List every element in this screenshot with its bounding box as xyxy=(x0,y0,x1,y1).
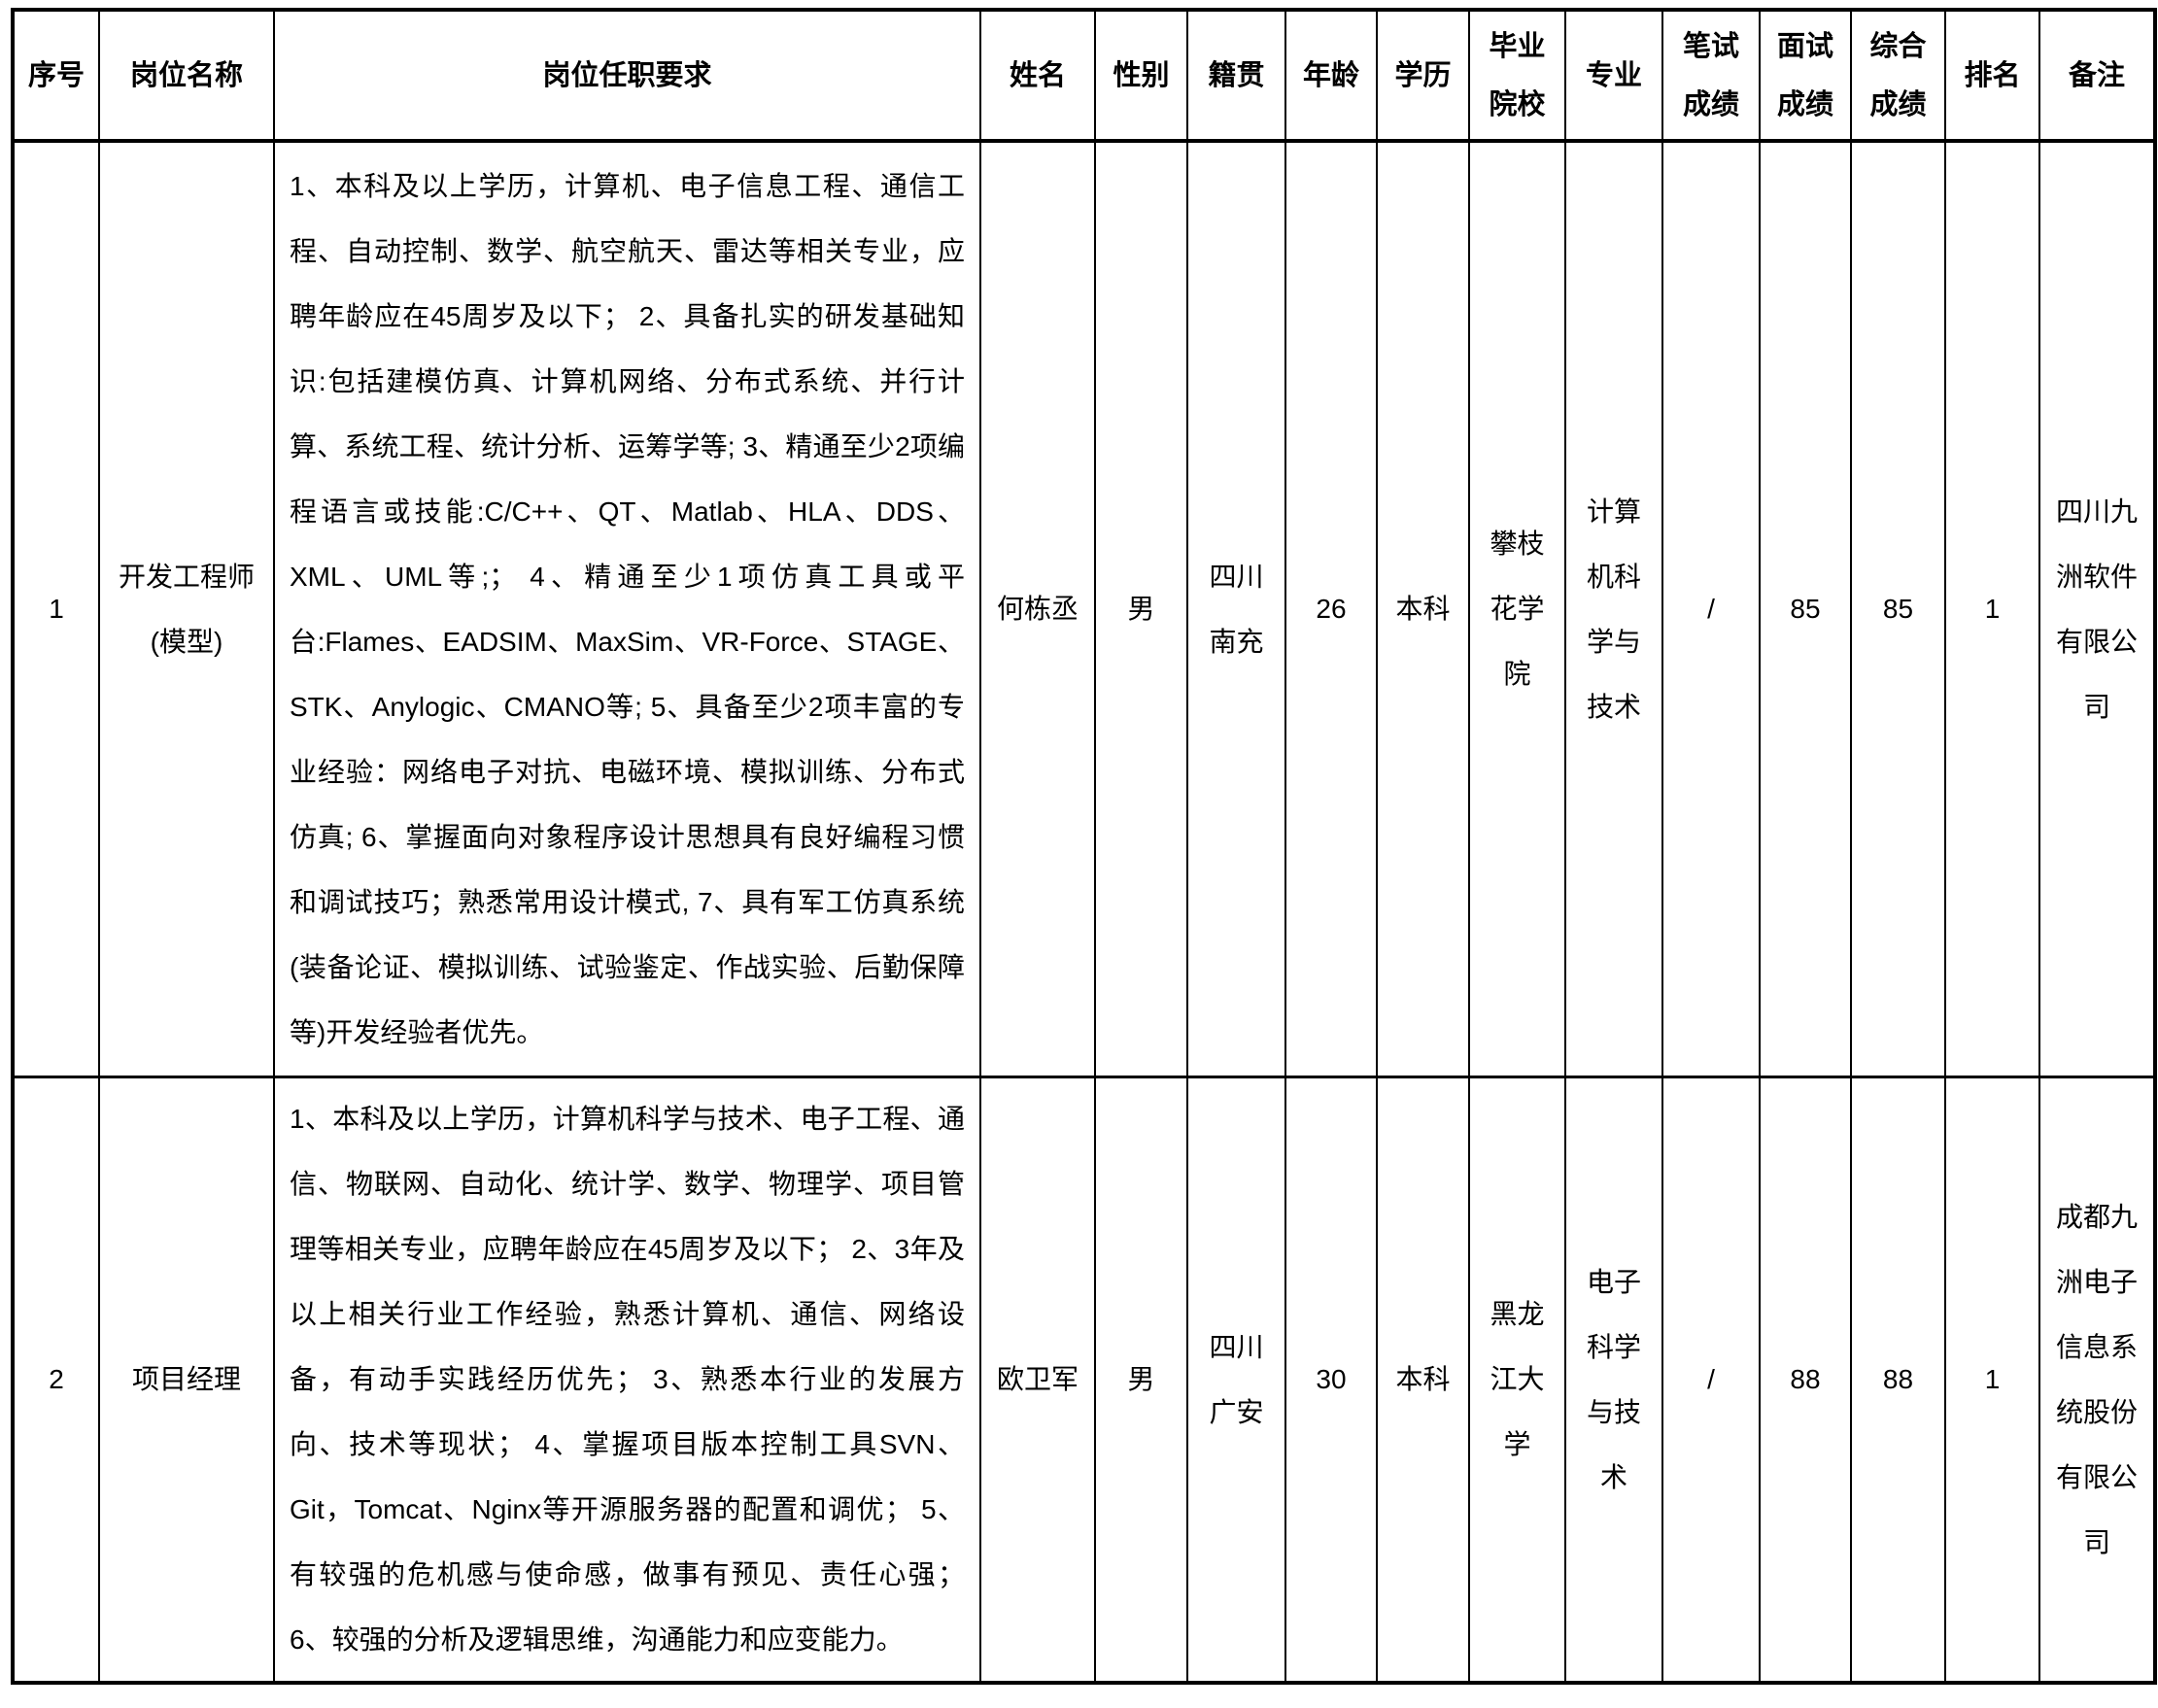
table-row-2: 2 项目经理 1、本科及以上学历，计算机科学与技术、电子工程、通信、物联网、自动… xyxy=(12,1076,2156,1684)
header-requirements: 岗位任职要求 xyxy=(273,9,981,143)
header-name: 姓名 xyxy=(979,9,1096,143)
cell-requirements: 1、本科及以上学历，计算机科学与技术、电子工程、通信、物联网、自动化、统计学、数… xyxy=(273,1076,981,1684)
cell-gender: 男 xyxy=(1094,140,1188,1078)
cell-overall-score: 88 xyxy=(1850,1076,1946,1684)
cell-interview-score: 88 xyxy=(1759,1076,1852,1684)
cell-school: 黑龙 江大 学 xyxy=(1468,1076,1566,1684)
cell-education: 本科 xyxy=(1376,1076,1470,1684)
cell-school: 攀枝 花学 院 xyxy=(1468,140,1566,1078)
cell-gender: 男 xyxy=(1094,1076,1188,1684)
header-age: 年龄 xyxy=(1285,9,1378,143)
cell-position: 开发工程师 (模型) xyxy=(98,140,275,1078)
header-education: 学历 xyxy=(1376,9,1470,143)
cell-name: 欧卫军 xyxy=(979,1076,1096,1684)
header-row: 序号 岗位名称 岗位任职要求 姓名 性别 籍贯 年龄 学历 毕业 院校 专业 笔… xyxy=(12,9,2156,143)
header-remark: 备注 xyxy=(2038,9,2156,143)
cell-interview-score: 85 xyxy=(1759,140,1852,1078)
cell-requirements: 1、本科及以上学历，计算机、电子信息工程、通信工程、自动控制、数学、航空航天、雷… xyxy=(273,140,981,1078)
cell-remark: 成都九 洲电子 信息系 统股份 有限公 司 xyxy=(2038,1076,2156,1684)
cell-position: 项目经理 xyxy=(98,1076,275,1684)
cell-age: 30 xyxy=(1285,1076,1378,1684)
cell-written-score: / xyxy=(1661,1076,1761,1684)
cell-name: 何栋丞 xyxy=(979,140,1096,1078)
header-school: 毕业 院校 xyxy=(1468,9,1566,143)
header-gender: 性别 xyxy=(1094,9,1188,143)
table-row-1: 1 开发工程师 (模型) 1、本科及以上学历，计算机、电子信息工程、通信工程、自… xyxy=(12,140,2156,1078)
recruitment-results-table: 序号 岗位名称 岗位任职要求 姓名 性别 籍贯 年龄 学历 毕业 院校 专业 笔… xyxy=(11,8,2157,1685)
cell-rank: 1 xyxy=(1944,1076,2040,1684)
header-interview-score: 面试 成绩 xyxy=(1759,9,1852,143)
header-rank: 排名 xyxy=(1944,9,2040,143)
header-native-place: 籍贯 xyxy=(1186,9,1286,143)
header-seq: 序号 xyxy=(12,9,100,143)
cell-age: 26 xyxy=(1285,140,1378,1078)
cell-native-place: 四川 南充 xyxy=(1186,140,1286,1078)
cell-rank: 1 xyxy=(1944,140,2040,1078)
cell-seq: 2 xyxy=(12,1076,100,1684)
header-major: 专业 xyxy=(1564,9,1663,143)
cell-written-score: / xyxy=(1661,140,1761,1078)
cell-native-place: 四川 广安 xyxy=(1186,1076,1286,1684)
cell-major: 电子 科学 与技 术 xyxy=(1564,1076,1663,1684)
cell-education: 本科 xyxy=(1376,140,1470,1078)
cell-major: 计算 机科 学与 技术 xyxy=(1564,140,1663,1078)
cell-seq: 1 xyxy=(12,140,100,1078)
cell-remark: 四川九 洲软件 有限公 司 xyxy=(2038,140,2156,1078)
header-overall-score: 综合 成绩 xyxy=(1850,9,1946,143)
cell-overall-score: 85 xyxy=(1850,140,1946,1078)
header-position: 岗位名称 xyxy=(98,9,275,143)
header-written-score: 笔试 成绩 xyxy=(1661,9,1761,143)
